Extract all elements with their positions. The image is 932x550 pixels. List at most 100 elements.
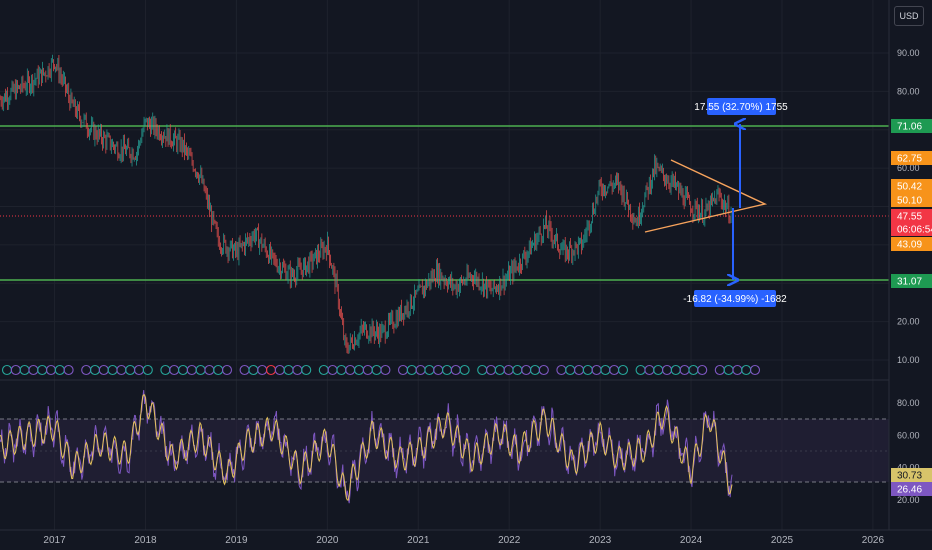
event-badge[interactable] (459, 364, 470, 376)
event-badge[interactable] (653, 364, 664, 376)
event-badge[interactable] (248, 364, 259, 376)
event-badge[interactable] (529, 364, 541, 376)
event-badge[interactable] (336, 364, 347, 376)
event-badge[interactable] (204, 364, 215, 376)
year-tick: 2026 (862, 535, 885, 546)
event-badge[interactable] (186, 364, 197, 376)
event-badge[interactable] (714, 364, 725, 376)
price-pill-text: 50.10 (897, 196, 922, 207)
event-badge[interactable] (125, 364, 136, 376)
event-badge[interactable] (556, 364, 567, 376)
event-badge[interactable] (292, 364, 303, 376)
event-badge[interactable] (10, 364, 21, 376)
event-badge[interactable] (433, 364, 444, 376)
event-badge[interactable] (521, 364, 532, 376)
time-axis[interactable]: 2017 2018 2019 2020 2021 2022 2023 2024 2025 2026 (43, 535, 884, 546)
event-badge[interactable] (582, 364, 593, 376)
event-badge[interactable] (283, 364, 294, 376)
price-pill (891, 119, 932, 133)
event-badge[interactable] (723, 364, 734, 376)
event-badge[interactable] (661, 364, 673, 376)
event-badge[interactable] (37, 364, 48, 376)
event-badge[interactable] (697, 364, 708, 376)
event-badge[interactable] (397, 364, 409, 376)
event-badge[interactable] (142, 364, 153, 376)
event-badge[interactable] (81, 364, 92, 376)
event-badge[interactable] (424, 364, 435, 376)
event-badge[interactable] (741, 364, 752, 376)
year-tick: 2018 (134, 535, 157, 546)
event-badge[interactable] (133, 364, 145, 376)
event-badge[interactable] (679, 364, 690, 376)
event-badge[interactable] (415, 364, 426, 376)
event-badge[interactable] (688, 364, 699, 376)
event-badge[interactable] (644, 364, 655, 376)
event-badge[interactable] (749, 364, 761, 376)
price-pill (891, 209, 932, 223)
price-pill-text: 62.75 (897, 154, 922, 165)
price-pill (891, 274, 932, 288)
price-pill-text: 06:06:54 (897, 225, 932, 236)
event-badge[interactable] (327, 364, 338, 376)
event-badge[interactable] (98, 364, 109, 376)
event-badge[interactable] (28, 364, 39, 376)
event-badge[interactable] (107, 364, 118, 376)
event-badge[interactable] (177, 364, 189, 376)
event-badge[interactable] (380, 364, 391, 376)
event-badge[interactable] (512, 364, 523, 376)
triangle-pattern[interactable] (644, 159, 768, 233)
event-badge[interactable] (345, 364, 356, 376)
event-badge[interactable] (195, 364, 206, 376)
price-series (0, 54, 732, 354)
year-tick: 2020 (316, 535, 339, 546)
event-badge[interactable] (635, 364, 646, 376)
event-badge[interactable] (353, 364, 365, 376)
event-badge[interactable] (485, 364, 497, 376)
event-badge[interactable] (239, 364, 250, 376)
event-badge[interactable] (538, 364, 549, 376)
event-badge[interactable] (89, 364, 101, 376)
event-badge[interactable] (609, 364, 620, 376)
event-badge[interactable] (116, 364, 127, 376)
event-badge[interactable] (617, 364, 629, 376)
year-tick: 2025 (771, 535, 794, 546)
event-badge[interactable] (213, 364, 224, 376)
event-badge[interactable] (406, 364, 417, 376)
currency-selector[interactable]: USD (894, 6, 924, 26)
event-badge[interactable] (732, 364, 743, 376)
rsi-ticks: 80.00 60.00 40.00 20.00 (897, 398, 920, 505)
year-tick: 2019 (225, 535, 248, 546)
event-badge[interactable] (63, 364, 74, 376)
event-badge[interactable] (600, 364, 611, 376)
event-badge[interactable] (221, 364, 233, 376)
event-badge[interactable] (565, 364, 576, 376)
event-badge[interactable] (301, 364, 312, 376)
event-badge[interactable] (54, 364, 65, 376)
event-badge[interactable] (19, 364, 30, 376)
event-badge[interactable] (257, 364, 268, 376)
event-badge[interactable] (450, 364, 461, 376)
event-badge[interactable] (160, 364, 171, 376)
event-badge[interactable] (477, 364, 488, 376)
year-tick: 2017 (43, 535, 66, 546)
price-pill (891, 482, 932, 496)
event-badge[interactable] (362, 364, 373, 376)
price-pill (891, 151, 932, 165)
event-badge[interactable] (371, 364, 382, 376)
event-markers[interactable] (1, 364, 761, 376)
event-badge[interactable] (503, 364, 514, 376)
price-tick: 60.00 (897, 163, 920, 173)
event-badge[interactable] (265, 364, 277, 376)
event-badge[interactable] (441, 364, 453, 376)
price-pill (891, 222, 932, 236)
event-badge[interactable] (1, 364, 13, 376)
event-badge[interactable] (169, 364, 180, 376)
up-measure-text: 17.55 (32.70%) 1755 (694, 102, 788, 113)
price-pill-text: 47.55 (897, 212, 922, 223)
year-tick: 2024 (680, 535, 703, 546)
event-badge[interactable] (573, 364, 585, 376)
event-badge[interactable] (494, 364, 505, 376)
event-badge[interactable] (670, 364, 681, 376)
event-badge[interactable] (274, 364, 285, 376)
